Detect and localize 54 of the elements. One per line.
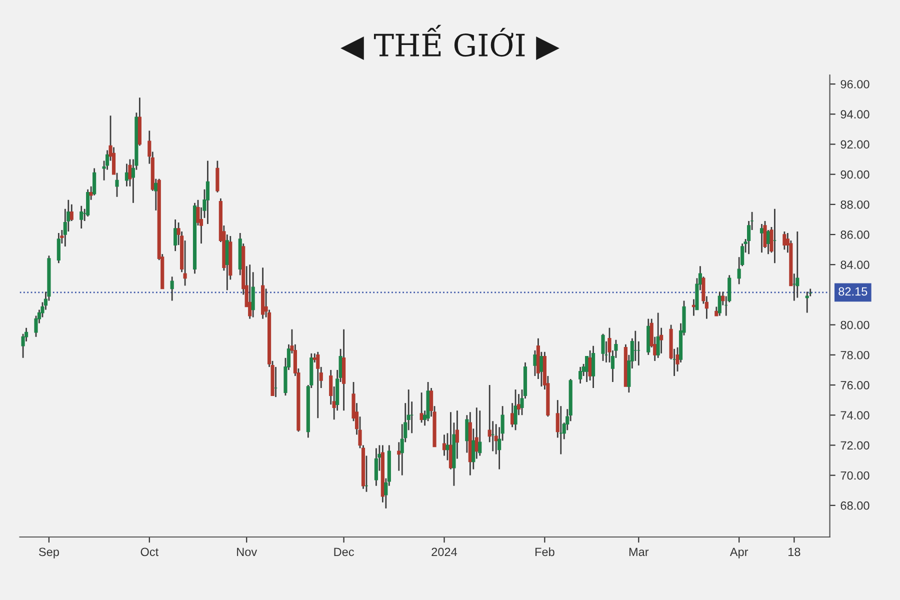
candlestick xyxy=(170,276,174,302)
x-tick-label: Feb xyxy=(535,547,554,556)
candlestick xyxy=(70,204,74,222)
y-tick-label: 78.00 xyxy=(840,350,870,360)
candlestick xyxy=(174,218,178,252)
chart-title: ◀ THẾ GIỚI ▶ xyxy=(340,24,560,60)
y-tick-label: 72.00 xyxy=(840,441,870,450)
candlestick xyxy=(478,410,482,456)
x-tick-label: Nov xyxy=(237,548,258,556)
candlestick xyxy=(578,366,582,384)
y-tick-label: 86.00 xyxy=(840,230,870,239)
candlestick xyxy=(92,168,96,196)
x-tick-label: 2024 xyxy=(432,548,458,556)
candlestick xyxy=(374,448,378,487)
candlestick xyxy=(124,163,129,188)
y-tick-label: 68.00 xyxy=(840,501,870,510)
y-tick-label: 88.00 xyxy=(840,200,870,209)
candlestick xyxy=(420,392,424,424)
y-tick-label: 80.00 xyxy=(840,320,870,330)
y-tick-label: 92.00 xyxy=(840,140,870,149)
candlestick xyxy=(533,350,537,377)
candlestick xyxy=(514,388,518,431)
candlestick xyxy=(591,345,596,389)
candlestick xyxy=(796,230,800,298)
x-tick-label: 18 xyxy=(788,548,800,556)
y-tick-label: 94.00 xyxy=(840,110,870,119)
x-tick-label: Dec xyxy=(334,548,354,556)
candlestick xyxy=(183,240,187,286)
candlestick xyxy=(656,312,660,359)
candlestick xyxy=(316,351,320,419)
x-tick-label: Mar xyxy=(629,548,649,556)
y-tick-label: 76.00 xyxy=(840,381,870,390)
y-tick-label: 70.00 xyxy=(840,471,870,480)
candlestick xyxy=(588,350,592,382)
candlestick xyxy=(601,333,605,362)
y-tick-label: 74.00 xyxy=(840,411,870,420)
ref-line-label: 82.15 xyxy=(838,287,868,296)
candlestick xyxy=(56,232,60,264)
x-tick-label: Sep xyxy=(38,548,59,558)
candlestick xyxy=(805,291,809,314)
candlestick xyxy=(216,160,220,194)
candlestick xyxy=(718,291,722,316)
candlestick xyxy=(446,432,450,461)
candlestick xyxy=(248,264,252,320)
candlestick xyxy=(782,230,786,250)
candlestick xyxy=(86,188,90,218)
candlestick xyxy=(206,160,210,225)
candlestick xyxy=(115,172,119,198)
x-tick-label: Apr xyxy=(730,548,748,558)
y-tick-label: 90.00 xyxy=(840,170,870,179)
candlestick xyxy=(80,205,84,230)
y-tick-label: 84.00 xyxy=(840,260,870,270)
y-tick-label: 96.00 xyxy=(840,80,870,88)
x-tick-label: Oct xyxy=(140,548,158,556)
